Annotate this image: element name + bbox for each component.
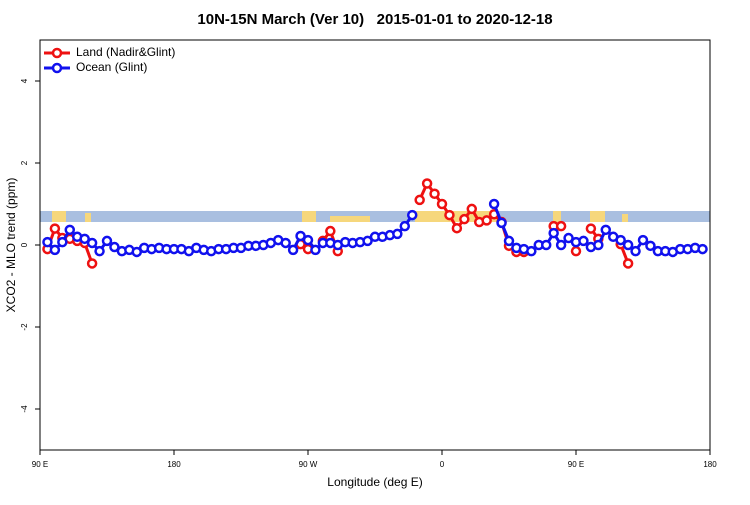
legend-label: Land (Nadir&Glint) (76, 45, 175, 59)
point (42, 236, 53, 248)
point (280, 237, 291, 249)
point (64, 224, 76, 236)
point (49, 223, 61, 234)
point (548, 227, 559, 239)
point (302, 234, 314, 246)
point (488, 198, 500, 210)
point (414, 194, 425, 206)
point (555, 220, 567, 232)
point (406, 209, 418, 221)
point (503, 235, 515, 247)
y-axis-label: XCO2 - MLO trend (ppm) (4, 178, 18, 313)
point (444, 209, 455, 221)
point (496, 217, 507, 229)
point (637, 234, 649, 246)
point (451, 222, 463, 234)
point (94, 245, 105, 257)
point (109, 241, 120, 253)
point (57, 236, 68, 248)
point (459, 213, 470, 225)
y-tick-label: -4 (20, 405, 29, 413)
legend-marker (51, 47, 63, 59)
point (131, 246, 143, 258)
point (585, 223, 597, 234)
y-tick-label: 0 (20, 242, 29, 247)
point (429, 188, 440, 199)
x-tick-label: 0 (440, 460, 445, 469)
point (362, 235, 373, 247)
point (697, 243, 708, 255)
point (578, 235, 589, 247)
map-strip (40, 211, 710, 222)
legend-label: Ocean (Glint) (76, 60, 147, 74)
point (399, 220, 411, 232)
point (79, 233, 90, 245)
point (466, 203, 478, 215)
point (615, 234, 626, 246)
point (555, 239, 567, 251)
point (49, 244, 61, 256)
point (325, 225, 336, 237)
point (622, 258, 634, 269)
point (436, 198, 448, 210)
point (310, 244, 321, 256)
y-tick-label: 4 (20, 78, 29, 83)
x-tick-label: 180 (167, 460, 181, 469)
point (287, 244, 299, 256)
point (622, 239, 634, 251)
point (392, 228, 403, 240)
y-tick-label: -2 (20, 323, 29, 331)
point (630, 245, 641, 257)
x-tick-label: 180 (703, 460, 717, 469)
point (526, 245, 537, 257)
point (86, 237, 98, 249)
point (570, 245, 582, 257)
x-tick-label: 90 E (568, 460, 584, 469)
chart-title: 10N-15N March (Ver 10) 2015-01-01 to 202… (197, 11, 552, 28)
point (295, 230, 306, 242)
point (540, 239, 552, 251)
x-tick-label: 90 E (32, 460, 48, 469)
x-tick-label: 90 W (299, 460, 318, 469)
point (593, 239, 604, 251)
point (86, 258, 98, 269)
y-tick-label: 2 (20, 160, 29, 165)
legend-marker (51, 62, 63, 74)
point (421, 178, 433, 189)
point (563, 232, 574, 244)
point (481, 215, 492, 226)
x-axis-label: Longitude (deg E) (327, 475, 422, 489)
point (600, 224, 612, 236)
point (101, 235, 113, 247)
point (645, 240, 656, 252)
